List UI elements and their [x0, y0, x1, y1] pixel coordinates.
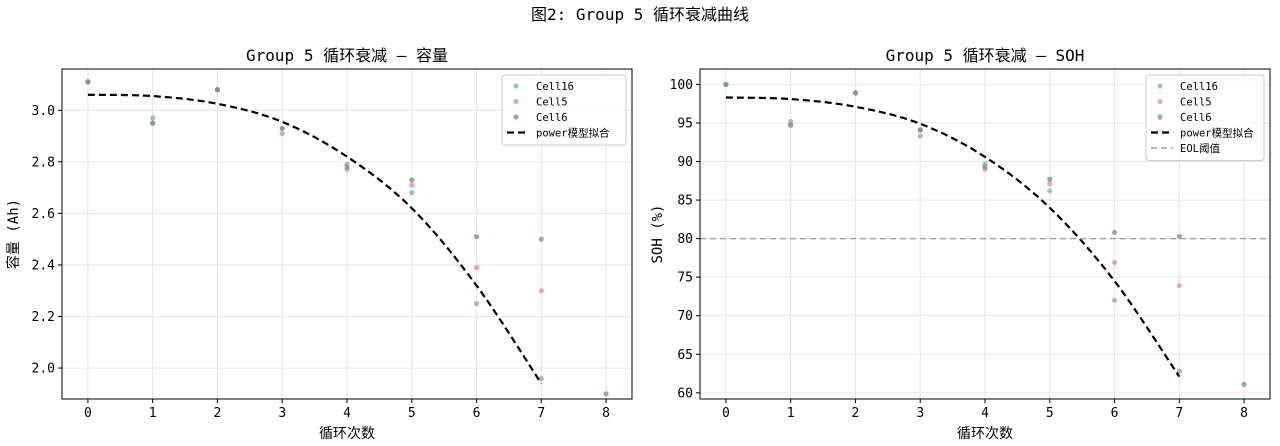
data-point-cell5	[1176, 283, 1182, 289]
data-point-cell6	[723, 81, 729, 88]
data-point-cell16	[917, 133, 923, 139]
data-point-cell6	[1047, 176, 1053, 182]
data-point-cell5	[1047, 181, 1053, 187]
x-tick-label: 1	[149, 406, 157, 421]
y-tick-label: 95	[677, 116, 693, 131]
y-tick-label: 90	[677, 155, 693, 170]
x-tick-label: 6	[473, 406, 481, 421]
y-tick-label: 2.2	[32, 310, 55, 325]
x-tick-label: 7	[1175, 406, 1183, 421]
y-tick-label: 2.8	[32, 155, 55, 170]
legend-label: Cell5	[536, 97, 568, 109]
legend-label: power模型拟合	[536, 127, 610, 140]
x-tick-label: 0	[84, 406, 92, 421]
chart-panel-1: 0 1 2 3 4 5 6 7 8 2.0 2.2 2.4 2.6 2.8 3.0 Group 5 循环衰减 …	[5, 46, 633, 442]
data-point-cell16	[279, 130, 285, 137]
legend-label: power模型拟合	[1180, 127, 1254, 140]
y-axis-label: 容量 (Ah)	[5, 199, 22, 269]
x-tick-label: 3	[916, 406, 924, 421]
data-point-cell6	[409, 177, 415, 183]
legend-marker	[513, 83, 519, 89]
legend-box	[1145, 74, 1265, 161]
y-tick-label: 75	[677, 271, 693, 286]
legend: Cell16 Cell5 Cell6 power模型拟合	[501, 74, 627, 146]
x-tick-label: 4	[343, 406, 351, 421]
data-point-cell6	[473, 233, 480, 240]
figure-title: 图2: Group 5 循环衰减曲线	[531, 5, 749, 24]
data-point-cell6	[603, 391, 609, 397]
legend-marker	[1157, 114, 1163, 120]
legend: Cell16 Cell5 Cell6 power模型拟合 EOL阈值	[1145, 74, 1265, 161]
y-axis-label: SOH (%)	[650, 204, 666, 263]
data-point-cell6	[150, 120, 156, 126]
data-point-cell6	[538, 236, 544, 242]
data-point-cell5	[409, 182, 415, 188]
data-point-cell6	[1241, 381, 1247, 387]
x-tick-label: 3	[278, 406, 286, 421]
legend-marker	[513, 98, 519, 105]
legend-label: Cell16	[536, 81, 574, 93]
data-point-cell6	[788, 122, 794, 128]
y-tick-label: 2.4	[32, 258, 56, 273]
legend-marker	[1157, 83, 1163, 89]
legend-label: EOL阈值	[1180, 142, 1220, 155]
x-tick-label: 8	[602, 406, 610, 421]
data-point-cell6	[917, 127, 923, 133]
data-point-cell6	[344, 164, 350, 170]
fit-curve	[87, 93, 543, 385]
data-point-cell5	[473, 264, 480, 271]
data-point-cell6	[982, 164, 988, 170]
y-tick-label: 100	[670, 78, 693, 93]
legend-label: Cell6	[536, 112, 568, 124]
legend-box	[501, 74, 627, 146]
legend-label: Cell5	[1180, 97, 1212, 109]
axes-frame	[699, 68, 1271, 400]
data-point-cell16	[1176, 368, 1182, 374]
data-point-cell6	[85, 79, 91, 85]
data-point-cell6	[1111, 229, 1118, 236]
x-axis-label: 循环次数	[319, 426, 375, 442]
data-point-cell16	[1111, 297, 1118, 303]
data-point-cell16	[1047, 188, 1053, 194]
x-tick-label: 4	[981, 406, 989, 421]
axes-frame	[61, 68, 633, 400]
data-point-cell5	[538, 288, 544, 294]
y-tick-label: 2.6	[32, 207, 55, 222]
chart-title: Group 5 循环衰减 — SOH	[886, 46, 1085, 65]
x-tick-label: 5	[408, 406, 416, 421]
data-point-cell6	[1176, 233, 1182, 239]
legend-marker	[1157, 98, 1163, 105]
data-point-cell5	[1111, 259, 1118, 266]
y-tick-label: 3.0	[32, 104, 55, 119]
y-tick-label: 2.0	[32, 362, 55, 377]
data-point-cell6	[214, 87, 221, 93]
y-tick-label: 65	[677, 348, 693, 363]
legend-label: Cell6	[1180, 112, 1212, 124]
y-tick-label: 60	[677, 386, 693, 401]
x-tick-label: 7	[537, 406, 545, 421]
fit-curve	[725, 96, 1181, 378]
x-tick-label: 5	[1046, 406, 1054, 421]
data-point-cell16	[538, 375, 544, 381]
legend-label: Cell16	[1180, 81, 1218, 93]
x-tick-label: 0	[722, 406, 730, 421]
x-tick-label: 1	[787, 406, 795, 421]
x-tick-label: 2	[852, 406, 860, 421]
data-point-cell16	[473, 301, 480, 307]
x-tick-label: 6	[1111, 406, 1119, 421]
data-point-cell6	[852, 90, 859, 96]
data-point-cell6	[279, 125, 285, 131]
legend-marker	[513, 114, 519, 120]
y-tick-label: 70	[677, 309, 693, 324]
y-tick-label: 80	[677, 232, 693, 247]
data-point-cell16	[409, 190, 415, 196]
x-axis-label: 循环次数	[957, 426, 1013, 442]
x-tick-label: 2	[214, 406, 222, 421]
data-point-cell16	[150, 115, 156, 121]
chart-panel-2: 0 1 2 3 4 5 6 7 8 60 65 70 75 80 85 90 95 100 Group 5 循环衰减…	[650, 46, 1271, 442]
x-tick-label: 8	[1240, 406, 1248, 421]
y-tick-label: 85	[677, 194, 693, 209]
chart-title: Group 5 循环衰减 — 容量	[246, 46, 448, 65]
